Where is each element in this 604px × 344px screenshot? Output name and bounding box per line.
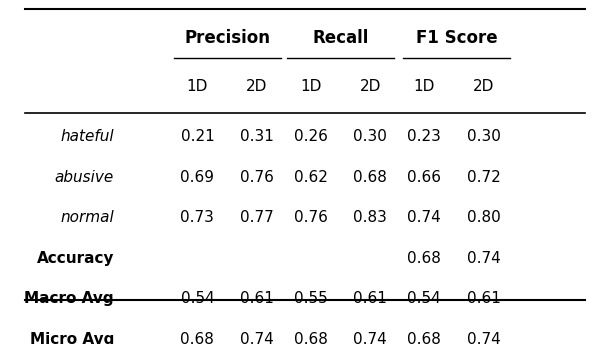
Text: 0.68: 0.68 bbox=[181, 332, 214, 344]
Text: 0.66: 0.66 bbox=[407, 170, 441, 185]
Text: 0.74: 0.74 bbox=[466, 332, 500, 344]
Text: 0.68: 0.68 bbox=[294, 332, 327, 344]
Text: 0.31: 0.31 bbox=[240, 129, 274, 144]
Text: 0.74: 0.74 bbox=[466, 251, 500, 266]
Text: 0.61: 0.61 bbox=[353, 291, 387, 307]
Text: 0.69: 0.69 bbox=[181, 170, 214, 185]
Text: 0.62: 0.62 bbox=[294, 170, 327, 185]
Text: 0.73: 0.73 bbox=[181, 211, 214, 225]
Text: 0.21: 0.21 bbox=[181, 129, 214, 144]
Text: 0.74: 0.74 bbox=[407, 211, 441, 225]
Text: 0.74: 0.74 bbox=[353, 332, 387, 344]
Text: 0.30: 0.30 bbox=[353, 129, 387, 144]
Text: 0.80: 0.80 bbox=[466, 211, 500, 225]
Text: 0.54: 0.54 bbox=[181, 291, 214, 307]
Text: 0.68: 0.68 bbox=[407, 251, 441, 266]
Text: 0.76: 0.76 bbox=[294, 211, 327, 225]
Text: 0.74: 0.74 bbox=[240, 332, 274, 344]
Text: hateful: hateful bbox=[60, 129, 114, 144]
Text: 1D: 1D bbox=[413, 79, 434, 94]
Text: 0.68: 0.68 bbox=[353, 170, 387, 185]
Text: abusive: abusive bbox=[55, 170, 114, 185]
Text: 0.30: 0.30 bbox=[466, 129, 500, 144]
Text: normal: normal bbox=[60, 211, 114, 225]
Text: 0.83: 0.83 bbox=[353, 211, 387, 225]
Text: 1D: 1D bbox=[187, 79, 208, 94]
Text: 0.55: 0.55 bbox=[294, 291, 327, 307]
Text: 0.68: 0.68 bbox=[407, 332, 441, 344]
Text: 2D: 2D bbox=[473, 79, 494, 94]
Text: 0.23: 0.23 bbox=[407, 129, 441, 144]
Text: 0.61: 0.61 bbox=[466, 291, 500, 307]
Text: 0.72: 0.72 bbox=[466, 170, 500, 185]
Text: Precision: Precision bbox=[184, 29, 270, 47]
Text: 0.26: 0.26 bbox=[294, 129, 327, 144]
Text: 0.61: 0.61 bbox=[240, 291, 274, 307]
Text: 0.54: 0.54 bbox=[407, 291, 441, 307]
Text: F1 Score: F1 Score bbox=[416, 29, 498, 47]
Text: 2D: 2D bbox=[246, 79, 268, 94]
Text: Micro Avg: Micro Avg bbox=[30, 332, 114, 344]
Text: Macro Avg: Macro Avg bbox=[24, 291, 114, 307]
Text: Accuracy: Accuracy bbox=[36, 251, 114, 266]
Text: 0.77: 0.77 bbox=[240, 211, 274, 225]
Text: 2D: 2D bbox=[359, 79, 381, 94]
Text: 1D: 1D bbox=[300, 79, 321, 94]
Text: Recall: Recall bbox=[312, 29, 368, 47]
Text: 0.76: 0.76 bbox=[240, 170, 274, 185]
